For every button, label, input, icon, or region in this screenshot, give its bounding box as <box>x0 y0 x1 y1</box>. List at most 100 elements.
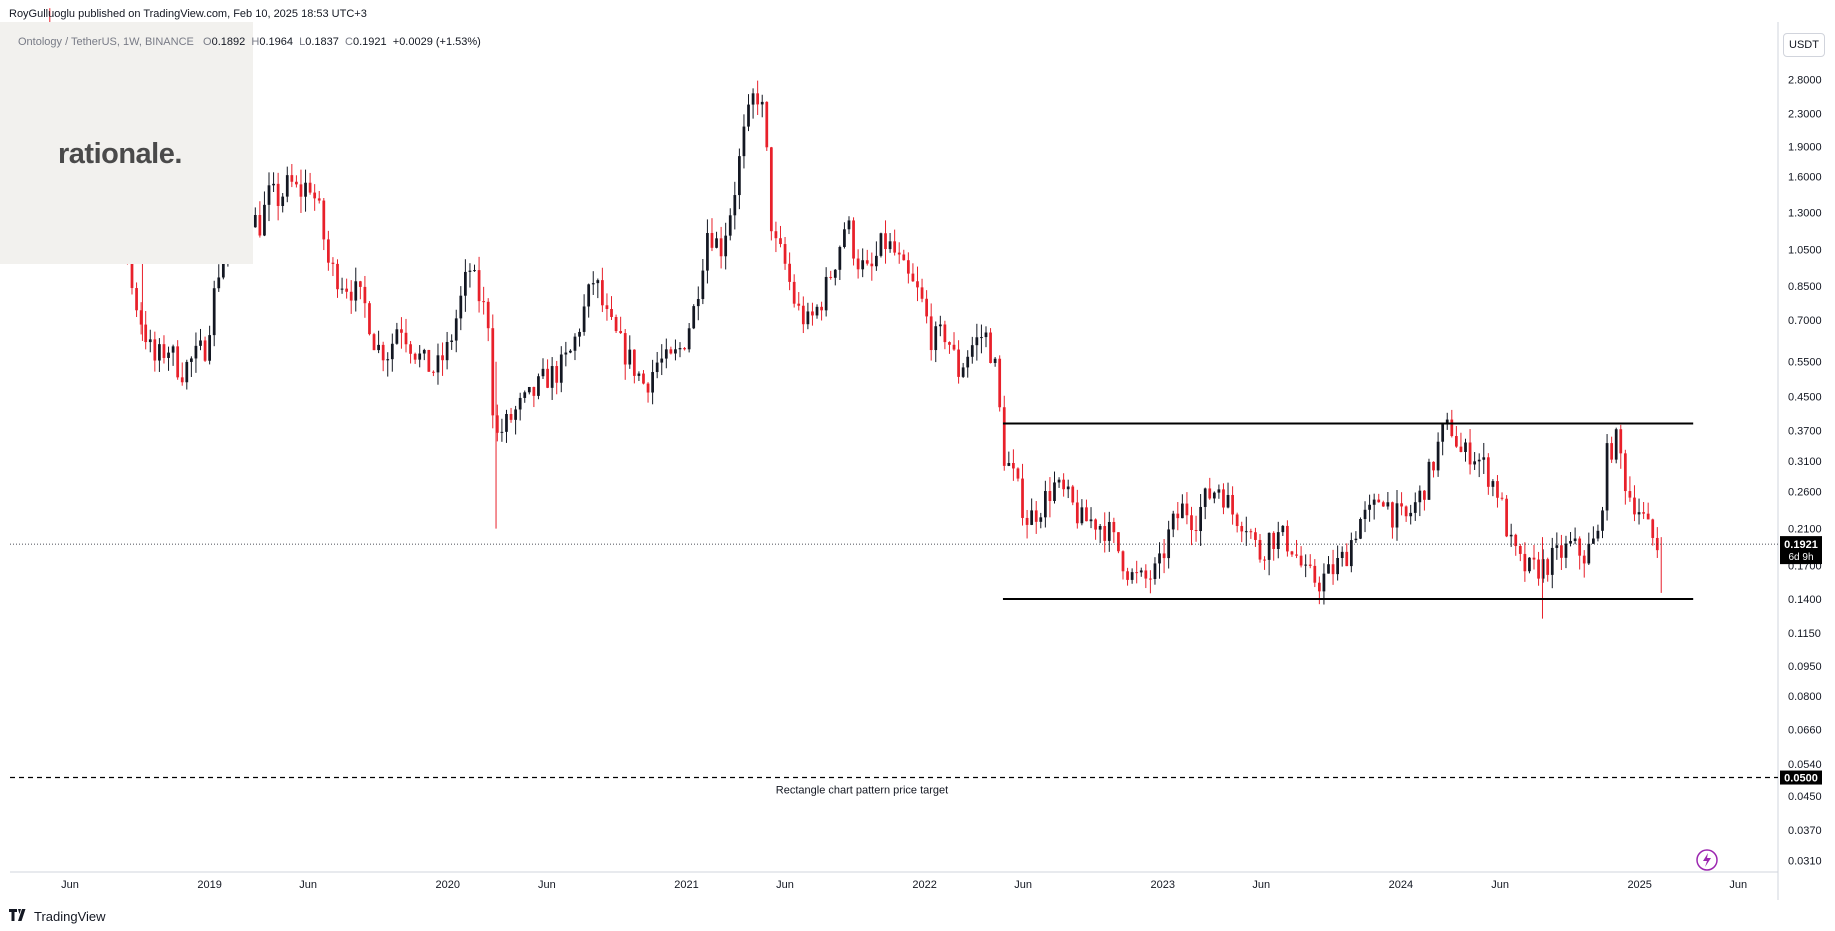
candle-body <box>1048 491 1052 502</box>
candle-body <box>368 303 371 335</box>
candle-body <box>1578 538 1582 556</box>
candle-body <box>464 271 467 296</box>
ohlc-close-label: C <box>345 36 353 48</box>
candle-body <box>1249 531 1253 533</box>
x-tick-label: Jun <box>1014 879 1032 891</box>
candle-body <box>1295 554 1298 556</box>
candle-body <box>1171 513 1175 530</box>
candle-body <box>1532 557 1536 560</box>
candle-body <box>902 254 906 261</box>
candle-body <box>1546 559 1550 575</box>
candle-body <box>683 348 686 350</box>
x-tick-label: 2021 <box>674 879 698 891</box>
candle-body <box>482 301 486 303</box>
last-price-tag <box>1780 536 1822 565</box>
candle-body <box>1322 573 1326 592</box>
candle-body <box>980 337 983 339</box>
candle-body <box>1391 502 1394 528</box>
candle-body <box>1400 503 1403 507</box>
candle-body <box>1276 532 1280 549</box>
bolt-icon[interactable] <box>1695 848 1719 877</box>
candle-body <box>473 270 476 272</box>
y-tick-label: 2.8000 <box>1788 74 1822 86</box>
candle-body <box>180 377 184 383</box>
candle-body <box>728 215 732 236</box>
candle-body <box>1317 582 1321 592</box>
candle-body <box>349 291 353 301</box>
candle-body <box>1486 457 1490 487</box>
candle-body <box>418 353 422 360</box>
candle-body <box>491 328 495 416</box>
candle-body <box>970 345 974 357</box>
candle-body <box>1139 570 1143 573</box>
candle-body <box>537 376 540 396</box>
candle-body <box>1103 526 1107 541</box>
target-price-tag <box>1780 770 1822 785</box>
candle-body <box>217 277 221 289</box>
candle-body <box>523 392 527 398</box>
candle-body <box>614 316 618 332</box>
candle-body <box>948 342 951 345</box>
candle-body <box>436 355 440 373</box>
candle-body <box>1587 543 1591 564</box>
candle-body <box>920 287 924 299</box>
candle-body <box>637 373 641 376</box>
candle-body <box>486 301 490 329</box>
candle-body <box>1454 436 1458 447</box>
candle-body <box>1071 486 1075 503</box>
candle-body <box>422 349 426 354</box>
candle-body <box>1135 572 1139 574</box>
candle-body <box>852 220 855 259</box>
candle-body <box>601 280 604 306</box>
candle-body <box>957 349 960 377</box>
candle-body <box>875 255 878 267</box>
candle-body <box>1541 559 1545 579</box>
tradingview-footer[interactable]: TradingView <box>9 909 106 924</box>
candle-body <box>1601 510 1604 531</box>
y-tick-label: 1.6000 <box>1788 172 1822 184</box>
currency-button[interactable]: USDT <box>1783 33 1825 57</box>
candle-body <box>139 310 143 325</box>
candle-body <box>998 358 1002 408</box>
candle-body <box>1185 503 1189 516</box>
candle-body <box>738 156 741 196</box>
candle-body <box>1290 551 1294 555</box>
candle-body <box>975 337 979 346</box>
y-tick-label: 0.0660 <box>1788 724 1822 736</box>
candle-body <box>1012 463 1015 469</box>
candle-body <box>829 276 833 278</box>
candle-body <box>313 192 317 199</box>
candle-body <box>742 126 746 157</box>
candle-body <box>765 101 769 148</box>
candle-body <box>500 431 504 433</box>
candle-body <box>1345 551 1349 567</box>
y-tick-label: 0.0370 <box>1788 825 1822 837</box>
y-tick-label: 0.4500 <box>1788 391 1822 403</box>
y-tick-label: 0.3700 <box>1788 425 1822 437</box>
candle-body <box>582 306 586 332</box>
candle-body <box>934 326 938 351</box>
candle-body <box>1094 519 1097 530</box>
candle-body <box>1025 517 1029 525</box>
candle-body <box>1395 503 1399 528</box>
x-tick-label: 2019 <box>197 879 221 891</box>
y-tick-label: 0.2100 <box>1788 524 1822 536</box>
candle-body <box>130 249 134 289</box>
candle-body <box>1226 494 1230 508</box>
candle-body <box>1537 559 1540 579</box>
candle-body <box>527 386 531 393</box>
candle-body <box>331 262 335 264</box>
candle-body <box>587 284 591 307</box>
candle-body <box>167 352 170 358</box>
ohlc-low-label: L <box>299 36 306 48</box>
candle-body <box>1244 531 1248 533</box>
candle-body <box>404 332 408 345</box>
candle-body <box>358 281 362 287</box>
candle-body <box>623 333 627 365</box>
candle-body <box>1107 521 1111 541</box>
x-tick-label: 2023 <box>1151 879 1175 891</box>
candle-body <box>596 280 600 284</box>
candle-body <box>1327 564 1330 574</box>
candle-body <box>669 349 673 354</box>
